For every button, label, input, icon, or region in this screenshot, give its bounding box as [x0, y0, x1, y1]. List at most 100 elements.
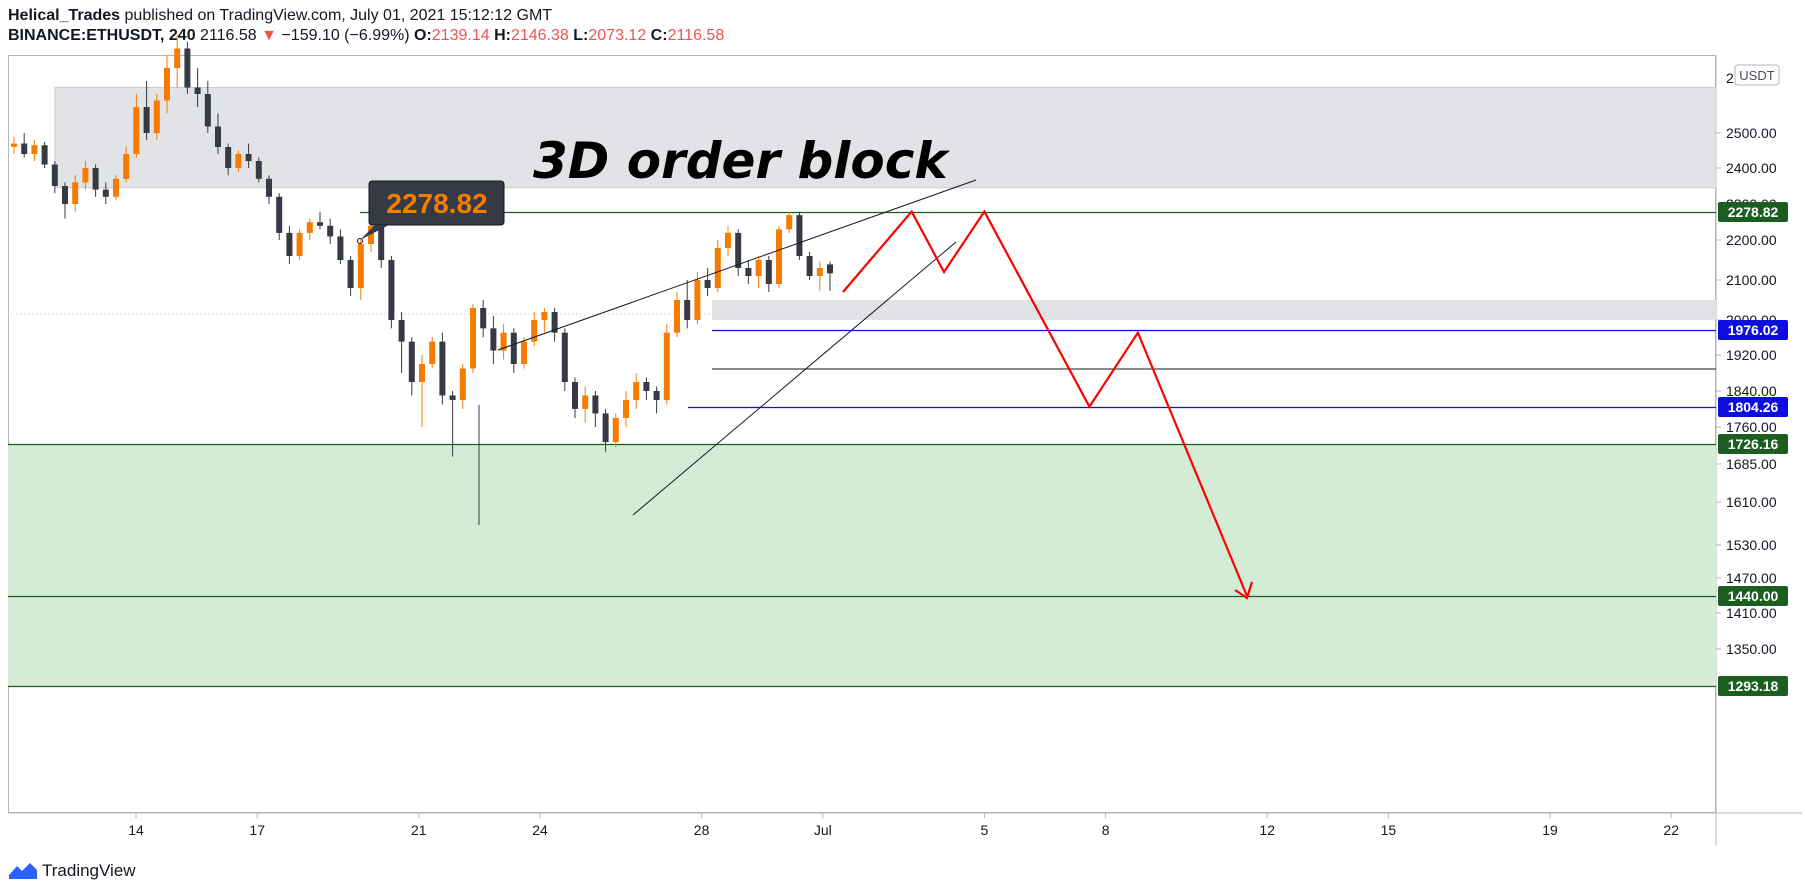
price-badge-bg — [1718, 676, 1788, 696]
candle — [357, 240, 364, 300]
x-tick-label: 28 — [694, 822, 710, 838]
candle-body — [327, 225, 334, 237]
x-tick-label: 12 — [1259, 822, 1275, 838]
projection-arrowhead — [1234, 581, 1254, 600]
candle-body — [786, 215, 793, 230]
candle — [72, 175, 79, 212]
y-tick-label: 1760.00 — [1726, 419, 1777, 435]
price-callout: 2278.82 — [357, 180, 505, 244]
y-tick-label: 1840.00 — [1726, 383, 1777, 399]
price-badge: 1293.18 — [1718, 676, 1788, 696]
candle — [51, 161, 58, 194]
author-name[interactable]: Helical_Trades — [8, 7, 121, 24]
candle-body — [551, 312, 558, 333]
candle-body — [408, 341, 415, 382]
y-tick-label: 2100.00 — [1726, 272, 1777, 288]
open-label: O: — [414, 27, 432, 44]
candle — [449, 391, 456, 457]
candle — [684, 280, 691, 329]
candle-body — [521, 341, 527, 364]
candle-body — [41, 145, 48, 165]
candle — [674, 292, 680, 338]
zone-3D-order-block — [54, 87, 1717, 189]
candle-body — [449, 395, 456, 400]
candle — [225, 143, 232, 176]
candle — [164, 55, 170, 114]
candle-body — [357, 244, 364, 288]
price-badge-bg — [1718, 397, 1788, 417]
candle — [510, 328, 517, 373]
candle-body — [684, 300, 691, 320]
y-tick-label: 1920.00 — [1726, 347, 1777, 363]
candle — [429, 337, 436, 369]
close-label: C: — [650, 27, 668, 44]
candle-body — [337, 236, 344, 260]
candle-body — [296, 232, 303, 256]
candle-body — [266, 178, 272, 197]
candle — [419, 355, 425, 427]
price-badge-bg — [1718, 320, 1788, 340]
candle — [582, 386, 589, 423]
candle-body — [276, 196, 283, 233]
currency-text: USDT — [1739, 68, 1774, 83]
candle — [470, 304, 476, 373]
candle — [786, 211, 793, 233]
candle — [327, 218, 334, 244]
candle-body — [623, 399, 629, 418]
candle — [143, 81, 150, 140]
price-badge: 1976.02 — [1718, 320, 1788, 340]
currency-label[interactable]: USDT — [1734, 64, 1780, 86]
down-arrow-icon: ▼ — [261, 27, 277, 44]
candle-body — [755, 260, 762, 276]
candle — [735, 229, 742, 276]
candle — [123, 147, 130, 183]
x-tick-label: 17 — [249, 822, 265, 838]
candle-body — [663, 332, 670, 400]
price-badge: 1726.16 — [1718, 434, 1788, 454]
price-badge-text: 1976.02 — [1728, 322, 1779, 338]
candle-body — [184, 48, 191, 88]
candle — [337, 229, 344, 264]
candle — [153, 94, 160, 140]
footer-branding[interactable]: TradingView — [8, 860, 136, 882]
candle-body — [480, 308, 487, 329]
y-tick-label: 1530.00 — [1726, 537, 1777, 553]
candle-body — [11, 143, 17, 147]
candle — [827, 261, 833, 291]
y-tick-label: 1685.00 — [1726, 456, 1777, 472]
candle-body — [92, 168, 99, 190]
candle-body — [806, 256, 813, 276]
candle-body — [398, 320, 405, 342]
x-tick-label: 15 — [1381, 822, 1397, 838]
candle-body — [459, 368, 466, 400]
candle — [21, 133, 28, 158]
candle — [92, 164, 99, 197]
x-tick-label: 5 — [981, 822, 989, 838]
candle — [806, 252, 813, 280]
candle — [235, 150, 242, 172]
candle-body — [735, 232, 742, 268]
candle — [347, 256, 354, 296]
x-tick-label: 19 — [1542, 822, 1558, 838]
candle-body — [174, 48, 181, 68]
candle-body — [347, 260, 354, 288]
candle-body — [62, 186, 68, 204]
candle-body — [470, 308, 476, 369]
price-badge-text: 1804.26 — [1728, 399, 1779, 415]
candle-body — [51, 164, 58, 186]
candle — [643, 377, 650, 400]
candle-body — [745, 268, 752, 276]
candle-body — [31, 145, 38, 154]
candle — [816, 261, 823, 291]
price-badge: 1440.00 — [1718, 586, 1788, 606]
upper-trendline — [497, 179, 977, 351]
y-tick-label: 1470.00 — [1726, 570, 1777, 586]
low-label: L: — [573, 27, 589, 44]
candle — [82, 161, 89, 190]
callout-price: 2278.82 — [386, 188, 487, 219]
candle — [725, 225, 731, 256]
candle-body — [643, 382, 650, 391]
ohlc-line: BINANCE:ETHUSDT, 240 2116.58 ▼ −159.10 (… — [8, 26, 724, 46]
x-tick-label: 8 — [1102, 822, 1110, 838]
